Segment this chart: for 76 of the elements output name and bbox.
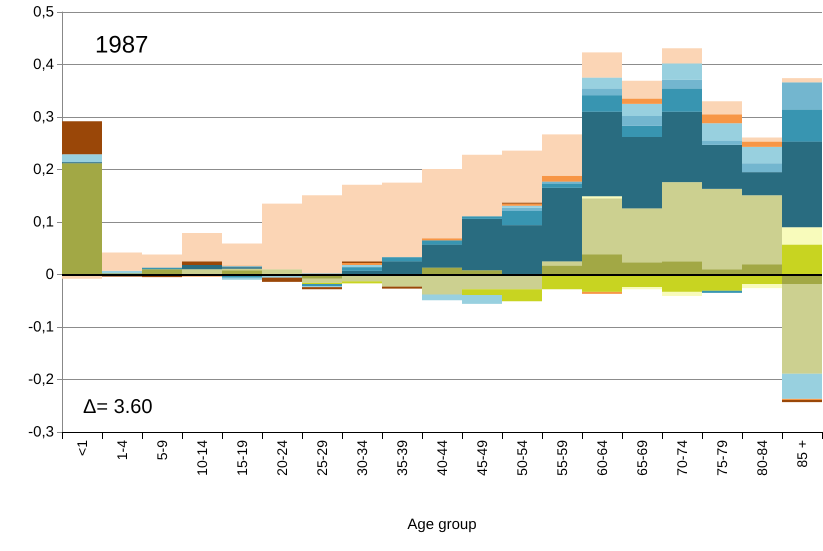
bar xyxy=(62,154,102,162)
bar xyxy=(102,270,142,274)
bar xyxy=(702,114,742,124)
bar xyxy=(662,88,702,112)
y-tick-label: 0 xyxy=(46,266,54,283)
bar xyxy=(662,48,702,64)
bar xyxy=(742,142,782,147)
bar xyxy=(702,140,742,145)
x-tick-label: 1-4 xyxy=(114,440,130,460)
x-tick-label: 50-54 xyxy=(514,440,530,476)
bar xyxy=(622,104,662,116)
x-axis-title: Age group xyxy=(407,516,477,533)
x-tick-label: 65-69 xyxy=(634,440,650,476)
bar xyxy=(382,257,422,262)
x-tick-label: <1 xyxy=(74,440,90,456)
bar xyxy=(582,78,622,89)
bar xyxy=(262,278,302,282)
bar xyxy=(622,98,662,104)
bar xyxy=(502,208,542,211)
bar xyxy=(542,176,582,182)
x-tick-label: 75-79 xyxy=(714,440,730,476)
x-tick-label: 25-29 xyxy=(314,440,330,476)
bar xyxy=(542,184,582,188)
bar xyxy=(342,262,382,266)
bar xyxy=(782,374,822,399)
bar xyxy=(582,88,622,96)
x-tick-label: 80-84 xyxy=(754,440,770,476)
bar xyxy=(182,261,222,266)
bar xyxy=(782,78,822,82)
bar xyxy=(662,80,702,89)
x-tick-label: 5-9 xyxy=(154,440,170,460)
x-tick-label: 60-64 xyxy=(594,440,610,476)
x-tick-label: 15-19 xyxy=(234,440,250,476)
x-tick-label: 10-14 xyxy=(194,440,210,476)
x-tick-label: 70-74 xyxy=(674,440,690,476)
x-tick-label: 85 + xyxy=(794,440,810,468)
bar xyxy=(702,123,742,141)
y-tick-label: 0,3 xyxy=(33,108,54,126)
bar xyxy=(622,116,662,126)
bar xyxy=(582,95,622,112)
bar xyxy=(742,146,782,164)
bar xyxy=(782,110,822,142)
y-tick-label: 0,2 xyxy=(33,161,54,178)
y-tick-label: 0,4 xyxy=(33,56,54,73)
bar xyxy=(622,126,662,137)
bar xyxy=(302,284,342,286)
y-tick-label: -0,1 xyxy=(28,318,54,336)
x-tick-label: 35-39 xyxy=(394,440,410,476)
y-tick-label: 0,1 xyxy=(33,214,54,230)
bar xyxy=(622,80,662,99)
bar xyxy=(62,121,102,154)
bar xyxy=(782,227,822,245)
x-tick-label: 55-59 xyxy=(554,440,570,476)
y-tick-label: 0,5 xyxy=(33,4,54,20)
bar xyxy=(662,63,702,80)
bar xyxy=(422,240,462,245)
y-tick-label: -0,2 xyxy=(28,371,54,388)
y-tick-label: -0,3 xyxy=(28,424,54,440)
x-tick-label: 30-34 xyxy=(354,440,370,476)
x-tick-label: 40-44 xyxy=(434,440,450,476)
bar xyxy=(742,284,782,288)
bar xyxy=(782,400,822,402)
bar xyxy=(342,267,382,271)
bar xyxy=(742,137,782,142)
x-tick-label: 45-49 xyxy=(474,440,490,476)
annotation: 1987 xyxy=(95,32,148,58)
bar xyxy=(782,82,822,110)
x-tick-label: 20-24 xyxy=(274,440,290,476)
bar xyxy=(782,244,822,274)
bar xyxy=(542,261,582,266)
bar xyxy=(742,163,782,172)
annotation: Δ= 3.60 xyxy=(83,396,153,418)
bar xyxy=(662,292,702,296)
bar xyxy=(702,101,742,114)
bar xyxy=(582,52,622,78)
bar xyxy=(782,284,822,374)
